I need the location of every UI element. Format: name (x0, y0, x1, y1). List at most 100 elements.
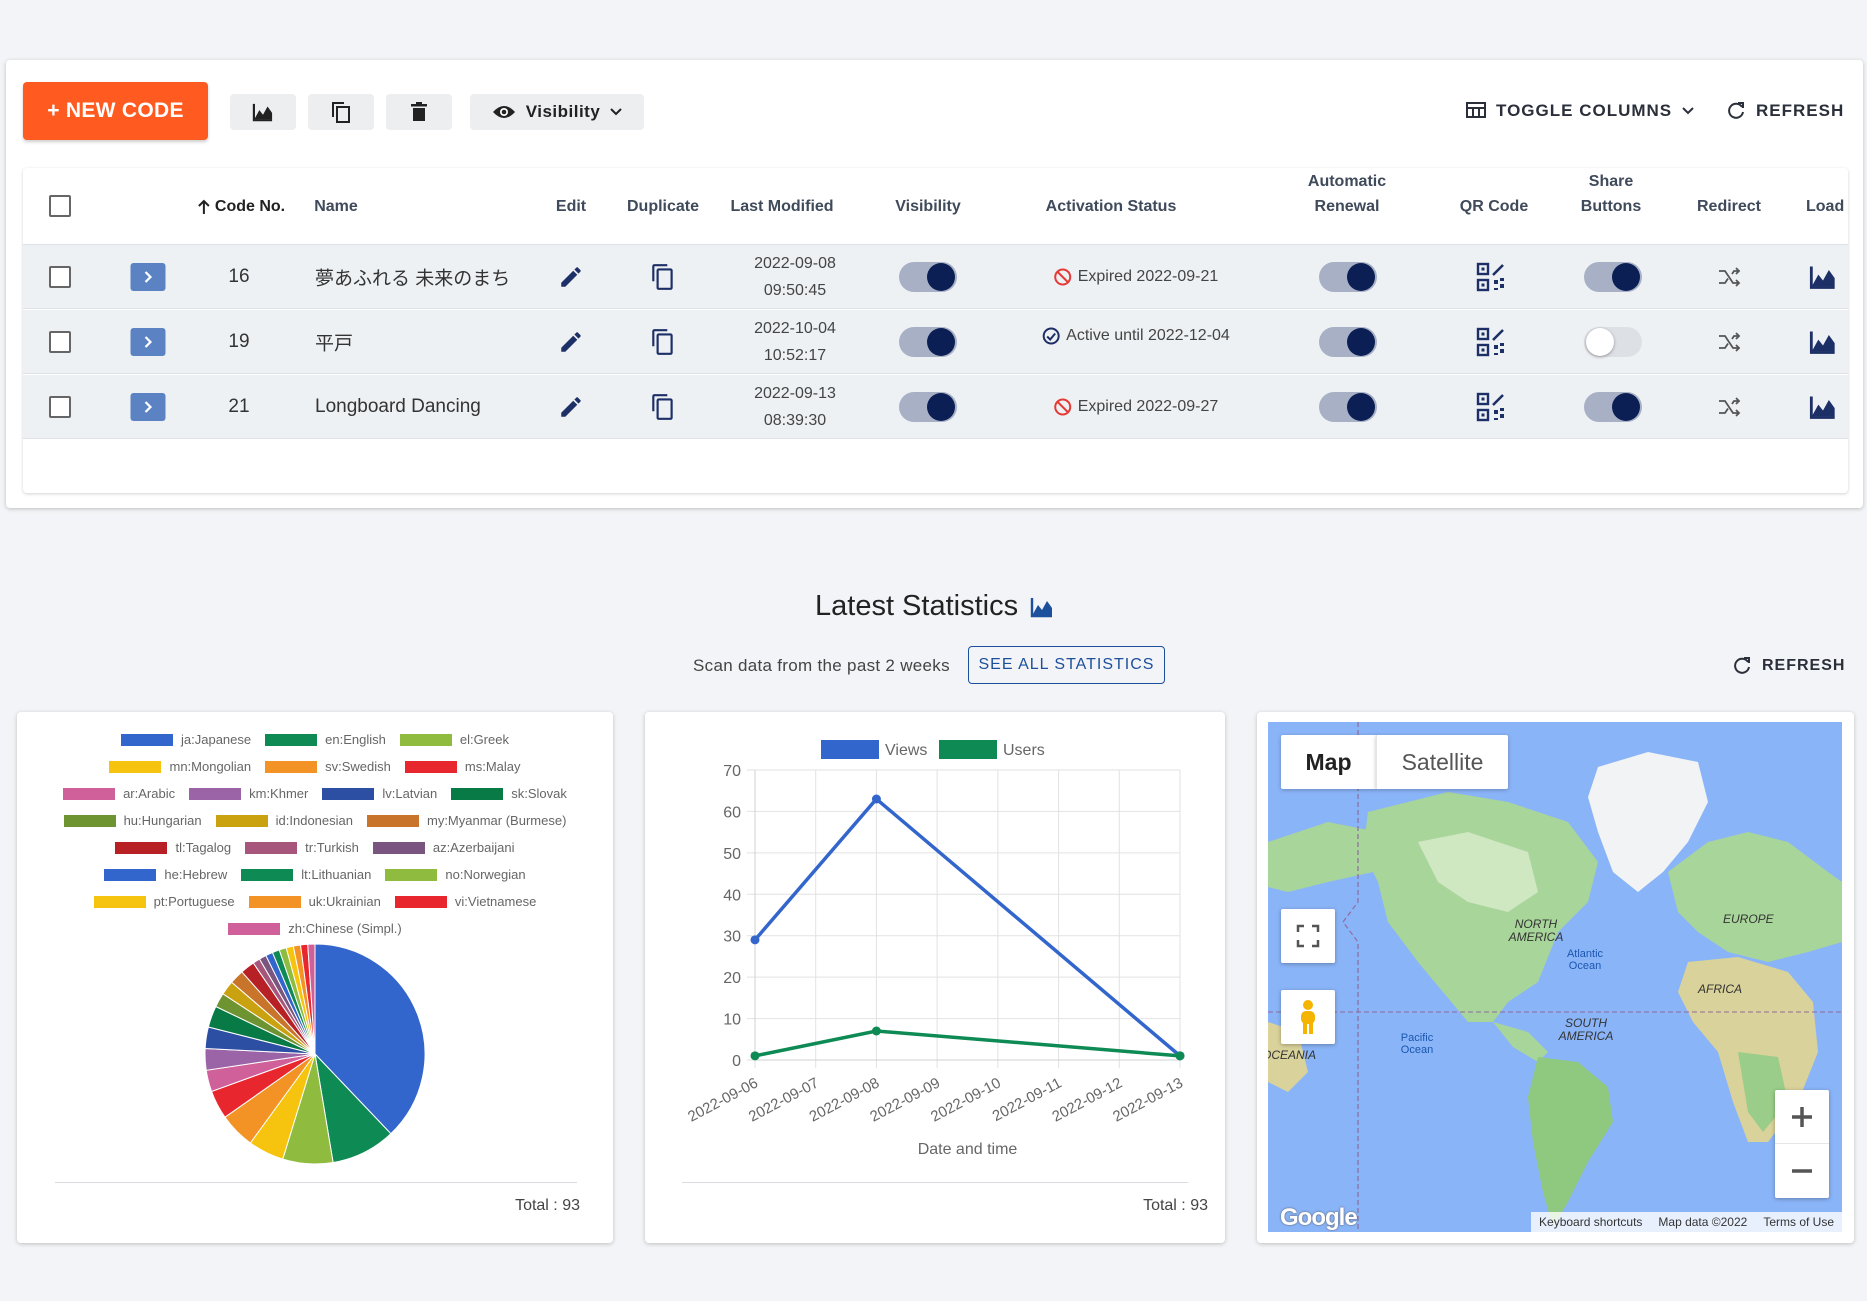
row-qr-code-button[interactable] (1476, 392, 1506, 422)
pie-legend-item[interactable]: zh:Chinese (Simpl.) (228, 921, 402, 936)
row-load-stats-button[interactable] (1809, 264, 1837, 290)
pie-legend-item[interactable]: ar:Arabic (63, 786, 175, 801)
pie-legend-item[interactable]: tr:Turkish (245, 840, 359, 855)
keyboard-shortcuts-link[interactable]: Keyboard shortcuts (1539, 1215, 1643, 1229)
header-name[interactable]: Name (314, 198, 358, 215)
y-tick-label: 70 (723, 763, 741, 780)
row-expand-button[interactable] (130, 262, 166, 291)
row-visibility-toggle[interactable] (899, 391, 957, 422)
terms-of-use-link[interactable]: Terms of Use (1763, 1215, 1834, 1229)
row-auto-renewal-toggle[interactable] (1319, 261, 1377, 292)
row-visibility-toggle[interactable] (899, 261, 957, 292)
street-view-pegman[interactable] (1281, 990, 1335, 1044)
row-auto-renewal-toggle[interactable] (1319, 391, 1377, 422)
select-all-checkbox[interactable] (49, 195, 71, 217)
header-last-modified[interactable]: Last Modified (730, 198, 834, 215)
row-edit-button[interactable] (558, 329, 584, 355)
pie-legend-item[interactable]: tl:Tagalog (115, 840, 231, 855)
pie-legend-item[interactable]: lv:Latvian (322, 786, 437, 801)
pie-legend-row: hu:Hungarian id:Indonesian my:Myanmar (Bur… (17, 813, 613, 828)
row-duplicate-button[interactable] (650, 263, 676, 291)
row-qr-code-button[interactable] (1476, 327, 1506, 357)
row-duplicate-button[interactable] (650, 328, 676, 356)
data-point[interactable] (1175, 1051, 1185, 1061)
new-code-button[interactable]: + NEW CODE (23, 82, 208, 140)
pie-slice[interactable] (307, 943, 316, 1055)
row-redirect-button[interactable] (1717, 265, 1743, 289)
row-checkbox[interactable] (49, 330, 71, 353)
statistics-button[interactable] (230, 94, 296, 130)
table-row: 19 平戸 2022-10-04 10:52:17 Active until 20… (23, 310, 1848, 374)
header-activation-status[interactable]: Activation Status (1045, 198, 1177, 215)
pie-legend-item[interactable]: sv:Swedish (265, 759, 391, 774)
pie-legend-item[interactable]: el:Greek (399, 732, 509, 747)
row-share-buttons-toggle[interactable] (1584, 326, 1642, 357)
data-point[interactable] (750, 935, 760, 945)
row-checkbox[interactable] (49, 265, 71, 288)
stats-refresh-button[interactable]: REFRESH (1732, 656, 1845, 676)
pie-legend-item[interactable]: vi:Vietnamese (394, 894, 536, 909)
pie-legend-item[interactable]: my:Myanmar (Burmese) (366, 813, 566, 828)
load-stats-chart-icon (1809, 331, 1835, 354)
pie-legend-item[interactable]: lt:Lithuanian (241, 867, 371, 882)
pie-slice[interactable] (314, 943, 426, 1135)
pie-legend-item[interactable]: km:Khmer (189, 786, 308, 801)
see-all-statistics-button[interactable]: SEE ALL STATISTICS (968, 646, 1165, 684)
visibility-dropdown[interactable]: Visibility (470, 94, 644, 130)
pie-legend-item[interactable]: en:English (265, 732, 386, 747)
pie-legend-item[interactable]: hu:Hungarian (63, 813, 202, 828)
delete-button[interactable] (386, 94, 452, 130)
pie-legend-label: lv:Latvian (382, 786, 438, 801)
data-point[interactable] (750, 1051, 760, 1061)
fullscreen-button[interactable] (1281, 909, 1335, 963)
pie-legend-item[interactable]: ja:Japanese (121, 732, 251, 747)
row-expand-button[interactable] (130, 327, 166, 356)
line-legend-swatch[interactable] (821, 740, 879, 759)
line-legend-swatch[interactable] (939, 740, 997, 759)
header-automatic-renewal[interactable]: Automatic Renewal (1308, 169, 1386, 219)
row-edit-button[interactable] (558, 394, 584, 420)
pie-legend-item[interactable]: no:Norwegian (385, 867, 526, 882)
row-redirect-button[interactable] (1717, 330, 1743, 354)
data-point[interactable] (871, 1026, 881, 1036)
pegman-icon (1301, 1000, 1315, 1034)
row-redirect-button[interactable] (1717, 395, 1743, 419)
toggle-columns-button[interactable]: TOGGLE COLUMNS (1466, 101, 1694, 121)
pie-legend-item[interactable]: he:Hebrew (104, 867, 227, 882)
row-visibility-toggle[interactable] (899, 326, 957, 357)
pie-legend-item[interactable]: ms:Malay (404, 759, 521, 774)
header-share-buttons[interactable]: Share Buttons (1581, 169, 1641, 219)
pie-legend-item[interactable]: pt:Portuguese (93, 894, 235, 909)
duplicate-button[interactable] (308, 94, 374, 130)
header-code-no[interactable]: Code No. (197, 194, 285, 219)
row-duplicate-button[interactable] (650, 393, 676, 421)
pie-legend-item[interactable]: uk:Ukrainian (248, 894, 381, 909)
pie-legend-item[interactable]: sk:Slovak (451, 786, 567, 801)
y-tick-label: 50 (723, 846, 741, 863)
row-load-stats-button[interactable] (1809, 329, 1837, 355)
row-edit-button[interactable] (558, 264, 584, 290)
header-visibility[interactable]: Visibility (895, 198, 961, 215)
row-auto-renewal-toggle[interactable] (1319, 326, 1377, 357)
eye-icon (492, 106, 515, 118)
satellite-tab[interactable]: Satellite (1376, 735, 1508, 789)
zoom-out-button[interactable] (1775, 1144, 1829, 1198)
row-checkbox[interactable] (49, 395, 71, 418)
pie-legend: ja:Japanese en:English el:Greek mn:Mongolia… (17, 732, 613, 962)
line-legend-label[interactable]: Views (885, 742, 927, 759)
pie-legend-item[interactable]: az:Azerbaijani (372, 840, 515, 855)
world-map[interactable]: NORTH AMERICA SOUTH AMERICA EUROPE AFRIC… (1268, 722, 1842, 1232)
row-expand-button[interactable] (130, 392, 166, 421)
header-edit: Edit (555, 198, 587, 215)
row-share-buttons-toggle[interactable] (1584, 261, 1642, 292)
row-qr-code-button[interactable] (1476, 262, 1506, 292)
map-tab[interactable]: Map (1281, 735, 1376, 789)
table-refresh-button[interactable]: REFRESH (1726, 101, 1844, 121)
pie-legend-item[interactable]: mn:Mongolian (109, 759, 251, 774)
line-legend-label[interactable]: Users (1003, 742, 1045, 759)
data-point[interactable] (871, 794, 881, 804)
row-load-stats-button[interactable] (1809, 394, 1837, 420)
row-share-buttons-toggle[interactable] (1584, 391, 1642, 422)
zoom-in-button[interactable] (1775, 1090, 1829, 1144)
pie-legend-item[interactable]: id:Indonesian (215, 813, 353, 828)
